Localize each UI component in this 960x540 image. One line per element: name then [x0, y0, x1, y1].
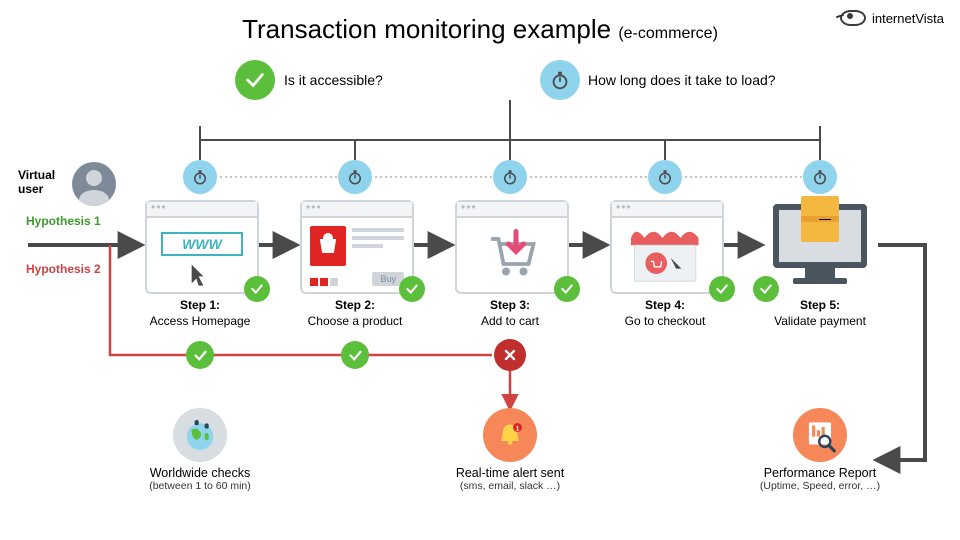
- stopwatch-badge-top: [540, 60, 580, 100]
- step-card-5: [765, 196, 875, 292]
- check-icon-h2: [341, 341, 369, 369]
- step-card-1: WWW: [145, 200, 259, 294]
- check-icon-h2: [186, 341, 214, 369]
- title-sub: (e-commerce): [618, 25, 718, 42]
- page-title: Transaction monitoring example (e-commer…: [0, 14, 960, 45]
- hypothesis-1-label: Hypothesis 1: [26, 214, 101, 228]
- step-card-2: Buy: [300, 200, 414, 294]
- step-label-5: Step 5:Validate payment: [755, 298, 885, 329]
- check-badge-top: [235, 60, 275, 100]
- hypothesis-2-label: Hypothesis 2: [26, 262, 101, 276]
- virtual-user-label: Virtual user: [18, 168, 55, 196]
- bell-icon: 1: [483, 408, 537, 462]
- performance-report: Performance Report (Uptime, Speed, error…: [740, 408, 900, 492]
- step-label-2: Step 2:Choose a product: [290, 298, 420, 329]
- how-long-label: How long does it take to load?: [588, 72, 776, 88]
- check-icon: [554, 276, 580, 302]
- error-icon: [494, 339, 526, 371]
- step-label-3: Step 3:Add to cart: [445, 298, 575, 329]
- check-icon: [709, 276, 735, 302]
- real-time-alert: 1 Real-time alert sent (sms, email, slac…: [430, 408, 590, 492]
- stopwatch-icon-3: [493, 160, 527, 194]
- title-main: Transaction monitoring example: [242, 14, 611, 44]
- stopwatch-icon-4: [648, 160, 682, 194]
- check-icon: [753, 276, 779, 302]
- step-card-3: [455, 200, 569, 294]
- step-label-4: Step 4:Go to checkout: [600, 298, 730, 329]
- is-accessible-label: Is it accessible?: [284, 72, 383, 88]
- eye-icon: [840, 10, 866, 26]
- check-icon: [399, 276, 425, 302]
- check-icon: [244, 276, 270, 302]
- step-card-4: [610, 200, 724, 294]
- stopwatch-icon-2: [338, 160, 372, 194]
- globe-icon: [173, 408, 227, 462]
- step-label-1: Step 1:Access Homepage: [135, 298, 265, 329]
- brand-label: internetVista: [872, 11, 944, 26]
- report-icon: [793, 408, 847, 462]
- brand: internetVista: [840, 10, 944, 26]
- avatar-icon: [72, 162, 116, 206]
- stopwatch-icon-1: [183, 160, 217, 194]
- worldwide-checks: Worldwide checks (between 1 to 60 min): [120, 408, 280, 492]
- stopwatch-icon-5: [803, 160, 837, 194]
